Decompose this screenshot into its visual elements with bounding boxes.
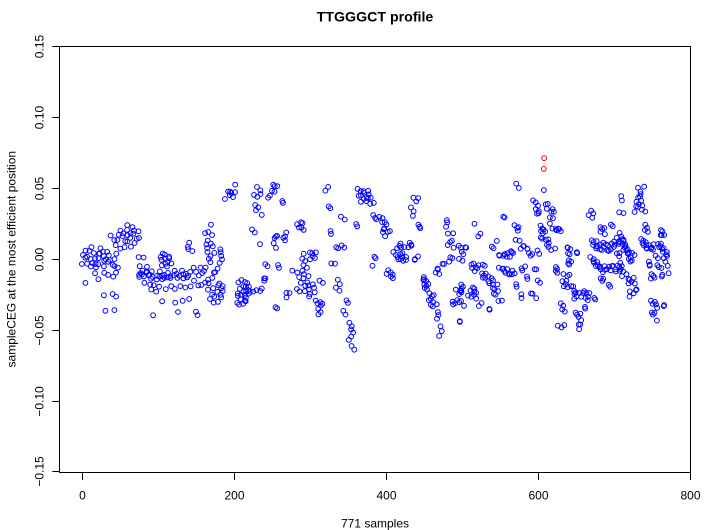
svg-text:0: 0	[79, 489, 86, 503]
svg-text:0.15: 0.15	[33, 34, 47, 58]
svg-text:800: 800	[680, 489, 700, 503]
svg-text:0.05: 0.05	[33, 176, 47, 200]
svg-text:771 samples: 771 samples	[341, 516, 409, 530]
svg-text:0.00: 0.00	[33, 247, 47, 271]
svg-text:600: 600	[528, 489, 548, 503]
svg-text:−0.05: −0.05	[33, 315, 47, 346]
svg-text:TTGGGCT profile: TTGGGCT profile	[317, 10, 434, 26]
svg-text:−0.10: −0.10	[33, 386, 47, 417]
svg-text:400: 400	[376, 489, 396, 503]
svg-text:−0.15: −0.15	[33, 456, 47, 487]
svg-text:sampleCEG at the most efficien: sampleCEG at the most efficient position	[4, 151, 18, 368]
svg-text:0.10: 0.10	[33, 105, 47, 129]
svg-text:200: 200	[224, 489, 244, 503]
